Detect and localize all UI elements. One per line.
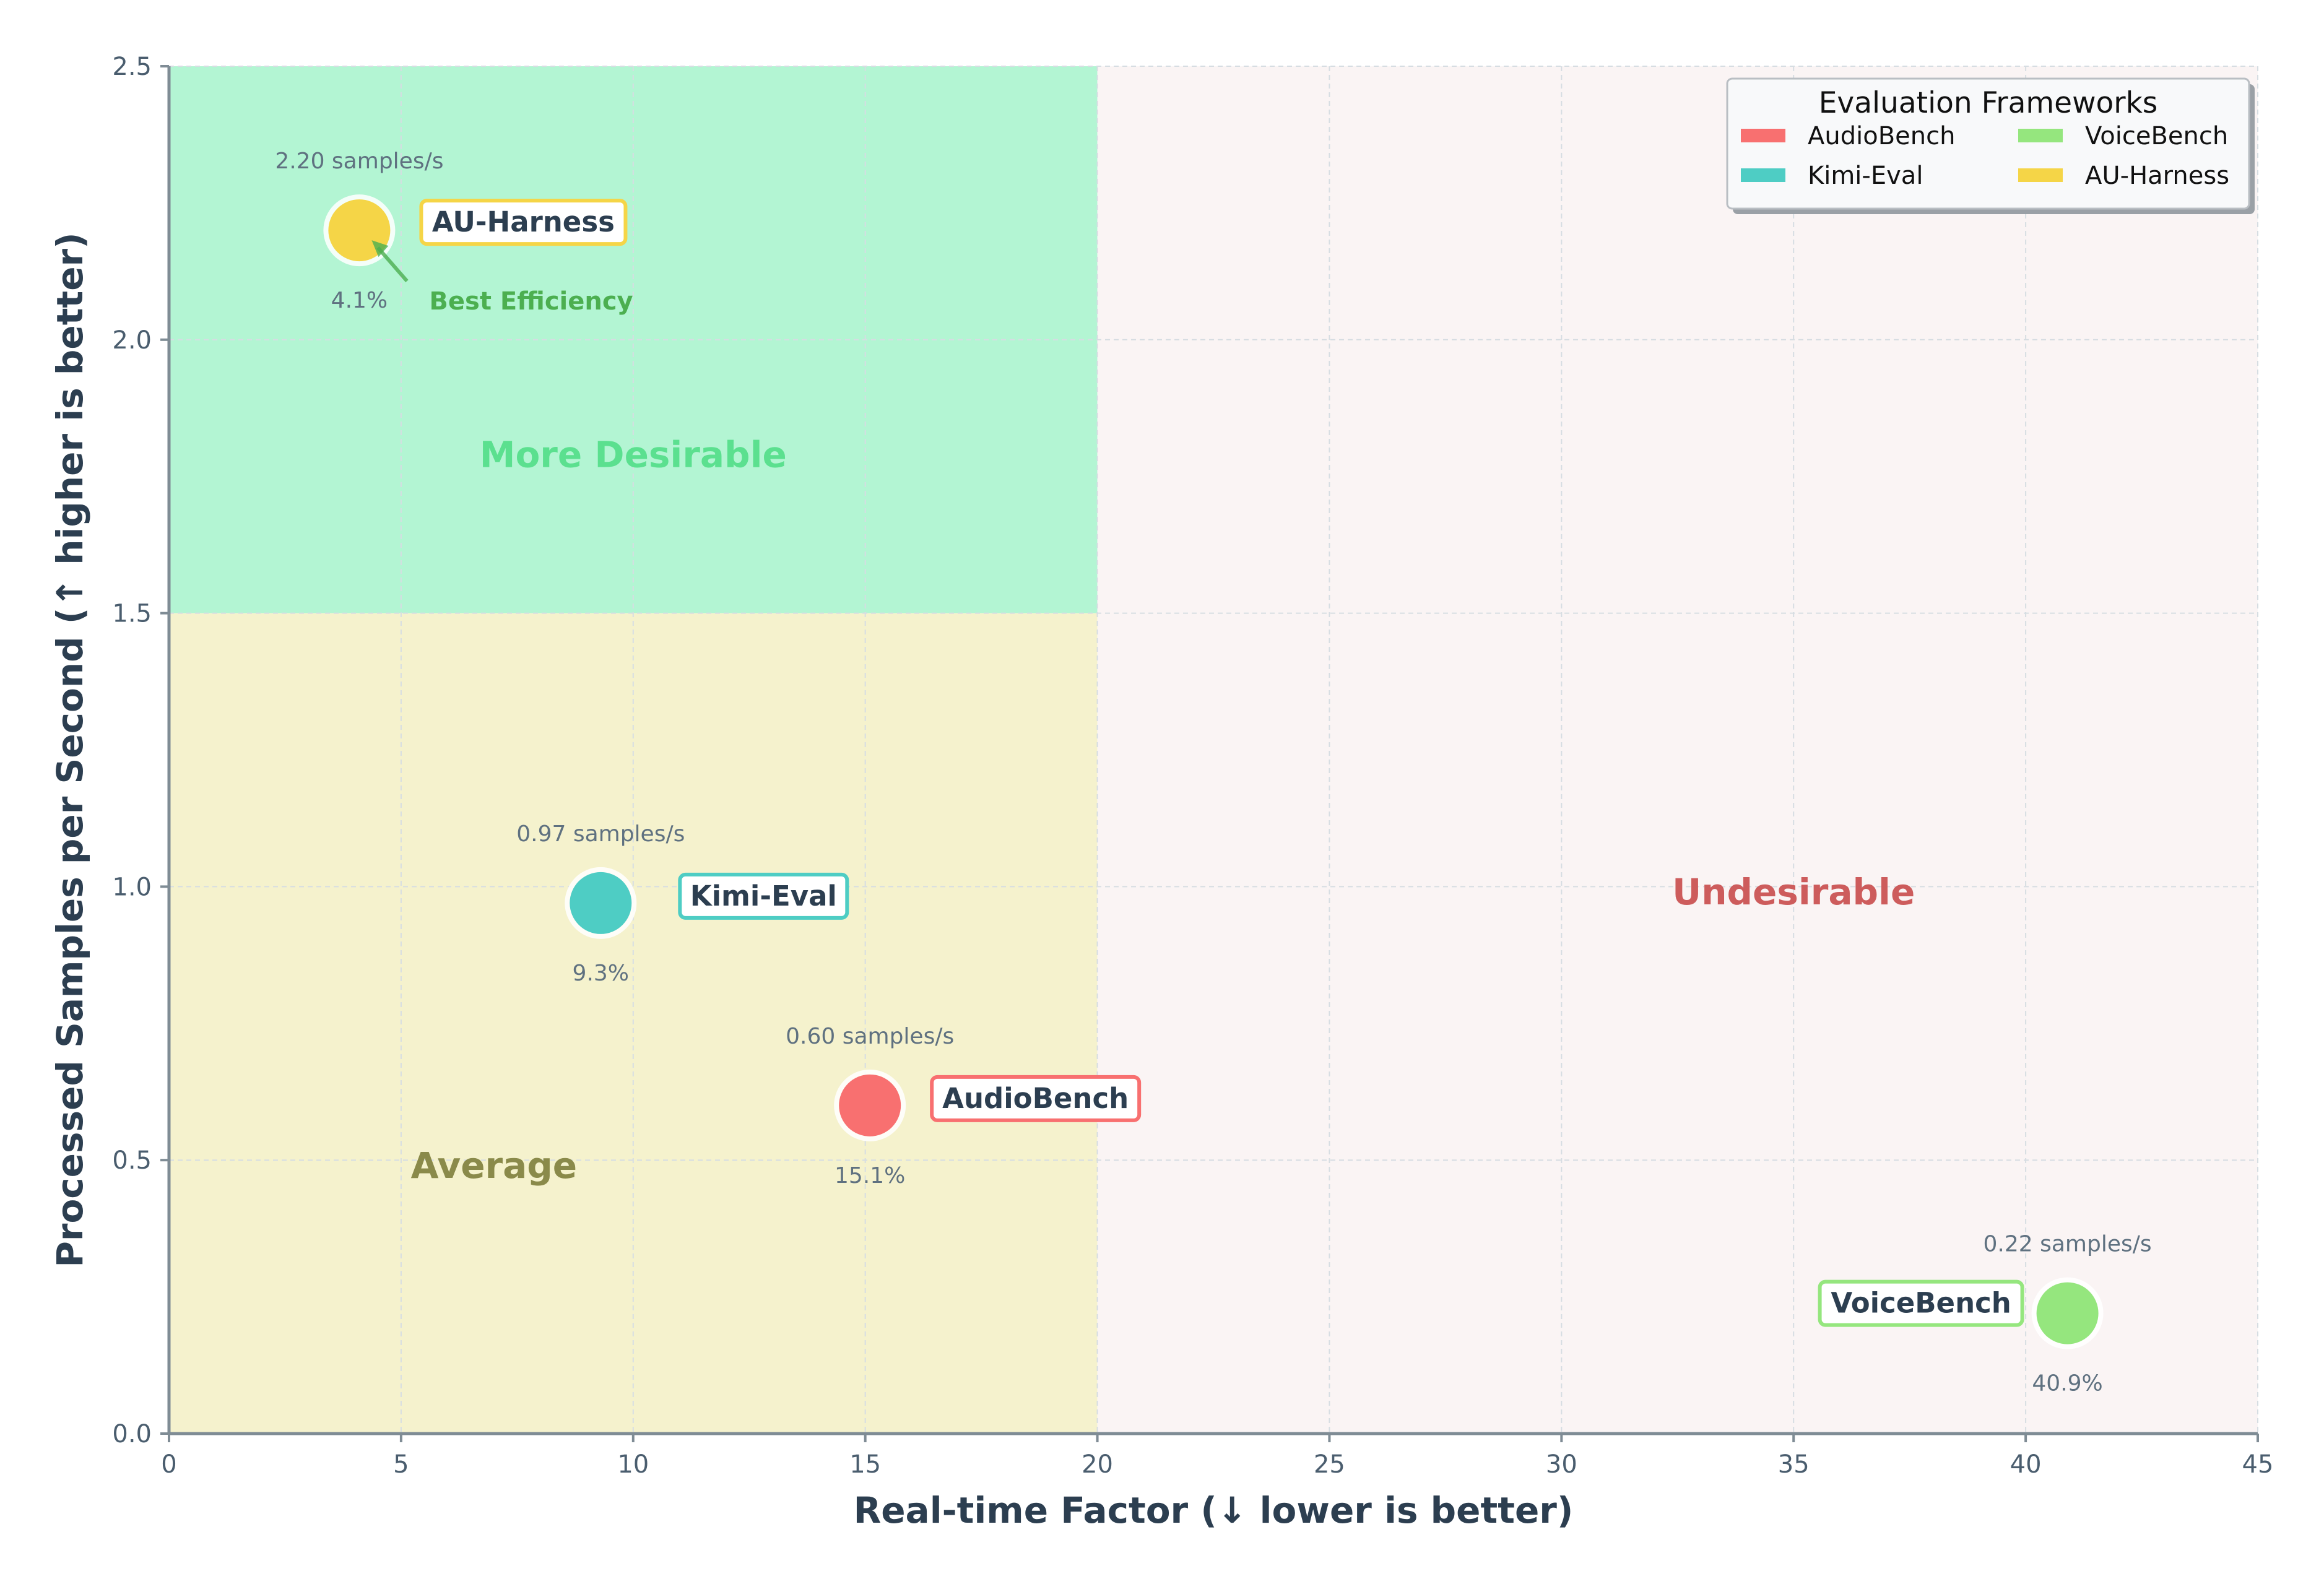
y-tick-label: 0.0 — [112, 1420, 152, 1448]
rate-label-audiobench: 0.60 samples/s — [786, 1024, 954, 1049]
legend-label-au-harness: AU-Harness — [2085, 162, 2229, 190]
pct-label-voicebench: 40.9% — [2032, 1371, 2102, 1396]
pct-label-kimi-eval: 9.3% — [573, 961, 629, 986]
x-tick-label: 5 — [393, 1450, 409, 1479]
legend-label-voicebench: VoiceBench — [2085, 122, 2228, 150]
x-tick-label: 30 — [1546, 1450, 1577, 1479]
x-tick-label: 10 — [617, 1450, 649, 1479]
region-label-undesirable: Undesirable — [1672, 871, 1915, 913]
name-box-voicebench — [1818, 1279, 2024, 1327]
x-tick-label: 0 — [161, 1450, 176, 1479]
x-tick-label: 35 — [1778, 1450, 1810, 1479]
legend-label-audiobench: AudioBench — [1808, 122, 1955, 150]
region-undesirable — [1097, 66, 2258, 1434]
legend-swatch-audiobench — [1741, 129, 1785, 142]
pct-label-audiobench: 15.1% — [835, 1163, 905, 1188]
points-layer: 0.60 samples/s 15.1% AudioBench 0.97 sample… — [275, 149, 2151, 1396]
y-axis-label: Processed Samples per Second (↑ higher i… — [49, 232, 91, 1267]
x-tick-label: 25 — [1314, 1450, 1345, 1479]
rate-label-voicebench: 0.22 samples/s — [1984, 1232, 2152, 1257]
legend-swatch-au-harness — [2018, 168, 2063, 182]
name-label-kimi-eval: Kimi-Eval — [690, 880, 837, 912]
point-kimi-eval — [570, 872, 632, 934]
name-label-au-harness: AU-Harness — [432, 206, 615, 238]
region-labels-layer: More Desirable Average Undesirable — [411, 433, 1915, 1187]
region-label-more-desirable: More Desirable — [480, 433, 787, 475]
name-label-audiobench: AudioBench — [942, 1082, 1129, 1115]
y-tick-label: 1.5 — [112, 600, 152, 628]
x-tick-label: 40 — [2010, 1450, 2042, 1479]
rate-label-kimi-eval: 0.97 samples/s — [516, 821, 685, 847]
legend-swatch-voicebench — [2018, 129, 2063, 142]
x-tick-label: 45 — [2242, 1450, 2274, 1479]
y-tick-label: 2.0 — [112, 326, 152, 355]
rate-label-au-harness: 2.20 samples/s — [275, 149, 443, 174]
annotation-arrow-shaft — [376, 246, 409, 283]
x-axis-label: Real-time Factor (↓ lower is better) — [854, 1489, 1574, 1531]
y-tick-label: 1.0 — [112, 873, 152, 901]
axes-layer: 0 5 10 15 20 25 30 35 40 45 0.0 0.5 1.0 1.5 2.0 2.5 — [112, 53, 2273, 1479]
point-audiobench — [839, 1074, 901, 1136]
region-label-average: Average — [411, 1145, 578, 1187]
legend-swatch-kimi-eval — [1741, 168, 1785, 182]
annotation-arrow-head — [371, 240, 389, 258]
point-voicebench — [2036, 1282, 2099, 1344]
x-tick-label: 15 — [849, 1450, 881, 1479]
legend-frame — [1726, 77, 2250, 210]
legend-label-kimi-eval: Kimi-Eval — [1808, 162, 1923, 190]
grid-layer — [169, 66, 2258, 1434]
y-tick-label: 0.5 — [112, 1146, 152, 1175]
legend-title: Evaluation Frameworks — [1819, 86, 2158, 120]
name-label-voicebench: VoiceBench — [1831, 1287, 2011, 1320]
pct-label-au-harness: 4.1% — [331, 288, 388, 313]
x-tick-label: 20 — [1082, 1450, 1113, 1479]
y-tick-label: 2.5 — [112, 53, 152, 81]
annotation-text: Best Efficiency — [429, 287, 633, 316]
name-box-audiobench — [930, 1075, 1142, 1122]
name-box-au-harness — [419, 199, 628, 246]
regions-layer — [169, 66, 2258, 1434]
name-box-kimi-eval — [678, 872, 849, 920]
